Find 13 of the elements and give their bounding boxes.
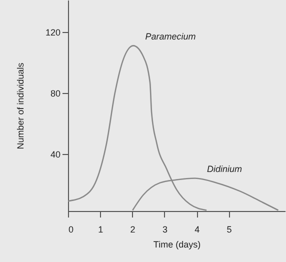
series-label: Paramecium	[145, 32, 196, 42]
y-tick-label: 120	[45, 27, 60, 38]
x-tick-label: 1	[98, 224, 104, 234]
y-tick-label: 40	[50, 149, 60, 160]
x-tick-label: 0	[68, 224, 74, 234]
x-tick-label: 2	[130, 224, 136, 234]
y-tick-label: 80	[50, 88, 60, 98]
x-tick-label: 3	[162, 224, 168, 234]
x-tick-label: 4	[194, 224, 200, 234]
series-label: Didinium	[206, 164, 242, 174]
x-axis-title: Time (days)	[153, 240, 201, 250]
y-axis-title: Number of individuals	[15, 62, 26, 150]
x-tick-label: 5	[226, 224, 232, 234]
